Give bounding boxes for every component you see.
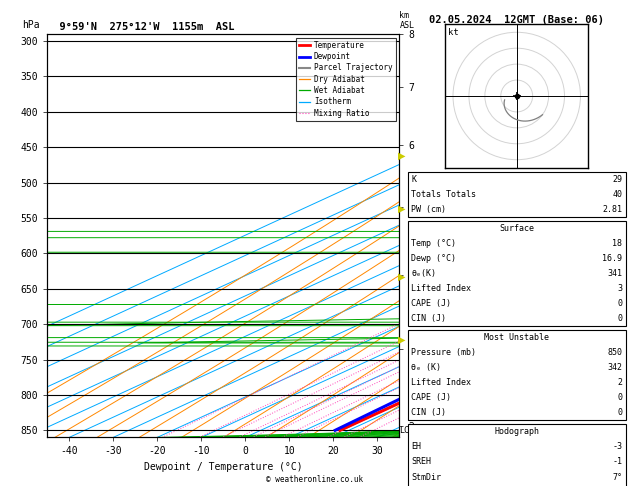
Text: K: K: [411, 174, 416, 184]
Text: SREH: SREH: [411, 457, 431, 467]
Text: km
ASL: km ASL: [399, 11, 415, 30]
Text: ▶: ▶: [398, 151, 405, 160]
Legend: Temperature, Dewpoint, Parcel Trajectory, Dry Adiabat, Wet Adiabat, Isotherm, Mi: Temperature, Dewpoint, Parcel Trajectory…: [296, 38, 396, 121]
Text: EH: EH: [411, 442, 421, 451]
Text: ▶: ▶: [398, 204, 405, 214]
Text: PW (cm): PW (cm): [411, 205, 447, 214]
Text: 3: 3: [617, 284, 622, 293]
Text: CAPE (J): CAPE (J): [411, 393, 452, 402]
Text: 16.9: 16.9: [602, 254, 622, 263]
Text: 29: 29: [612, 174, 622, 184]
Text: 0: 0: [617, 408, 622, 417]
Text: θₑ(K): θₑ(K): [411, 269, 437, 278]
Text: LCL: LCL: [399, 426, 415, 435]
Text: 0: 0: [617, 393, 622, 402]
Text: Temp (°C): Temp (°C): [411, 239, 457, 248]
Text: CAPE (J): CAPE (J): [411, 299, 452, 308]
Text: StmDir: StmDir: [411, 472, 442, 482]
Text: CIN (J): CIN (J): [411, 314, 447, 323]
Text: 0: 0: [617, 314, 622, 323]
Text: Dewp (°C): Dewp (°C): [411, 254, 457, 263]
Text: 02.05.2024  12GMT (Base: 06): 02.05.2024 12GMT (Base: 06): [429, 15, 604, 25]
Y-axis label: Mixing Ratio (g/kg): Mixing Ratio (g/kg): [417, 188, 426, 283]
Text: ▶: ▶: [398, 335, 405, 345]
Text: 7°: 7°: [612, 472, 622, 482]
Text: Lifted Index: Lifted Index: [411, 284, 471, 293]
Text: Most Unstable: Most Unstable: [484, 333, 549, 342]
Text: -3: -3: [612, 442, 622, 451]
Text: θₑ (K): θₑ (K): [411, 363, 442, 372]
Text: Pressure (mb): Pressure (mb): [411, 348, 476, 357]
Text: 18: 18: [612, 239, 622, 248]
Text: 9°59'N  275°12'W  1155m  ASL: 9°59'N 275°12'W 1155m ASL: [47, 22, 235, 32]
Text: ▶: ▶: [398, 272, 405, 282]
Text: hPa: hPa: [23, 20, 40, 30]
Text: 2.81: 2.81: [602, 205, 622, 214]
Text: CIN (J): CIN (J): [411, 408, 447, 417]
Text: 341: 341: [607, 269, 622, 278]
Text: 342: 342: [607, 363, 622, 372]
Text: 2: 2: [617, 378, 622, 387]
Text: kt: kt: [448, 29, 459, 37]
Text: 0: 0: [617, 299, 622, 308]
Text: -1: -1: [612, 457, 622, 467]
Text: Lifted Index: Lifted Index: [411, 378, 471, 387]
X-axis label: Dewpoint / Temperature (°C): Dewpoint / Temperature (°C): [144, 462, 303, 472]
Text: Hodograph: Hodograph: [494, 427, 539, 436]
Text: 850: 850: [607, 348, 622, 357]
Text: 40: 40: [612, 190, 622, 199]
Text: © weatheronline.co.uk: © weatheronline.co.uk: [266, 474, 363, 484]
Text: Surface: Surface: [499, 224, 534, 233]
Text: Totals Totals: Totals Totals: [411, 190, 476, 199]
